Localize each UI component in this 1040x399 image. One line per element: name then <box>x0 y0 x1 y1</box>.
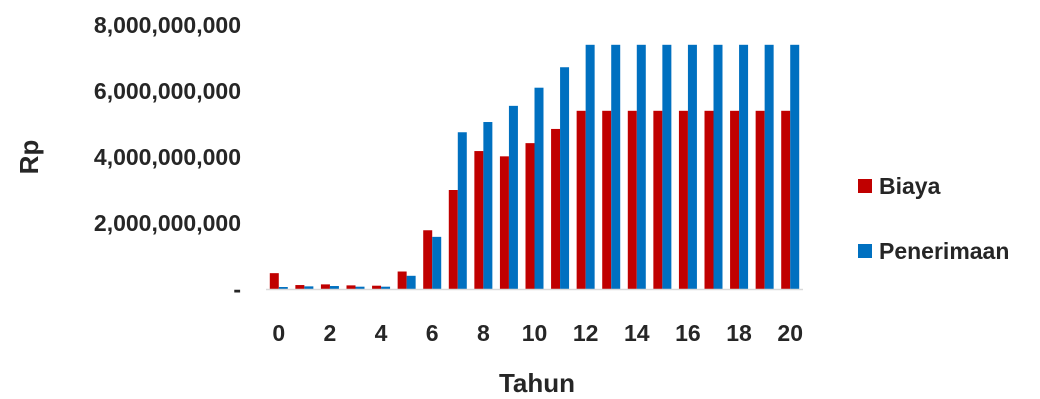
bar-penerimaan <box>355 286 365 289</box>
bar-biaya <box>346 285 356 289</box>
y-axis-title: Rp <box>14 140 44 175</box>
bar-biaya <box>423 230 433 289</box>
legend-swatch-penerimaan <box>858 244 872 258</box>
y-tick-label: - <box>233 276 241 302</box>
x-tick-label: 18 <box>726 320 752 346</box>
x-tick-label: 14 <box>624 320 650 346</box>
x-tick-label: 4 <box>375 320 388 346</box>
bar-biaya <box>397 271 407 289</box>
bar-penerimaan <box>304 286 314 289</box>
bar-biaya <box>602 110 612 289</box>
bar-biaya <box>627 110 637 289</box>
x-axis-ticks: 0 2 4 6 8 10 12 14 16 18 20 <box>272 320 803 346</box>
y-tick-label: 2,000,000,000 <box>94 210 241 236</box>
legend-label-biaya: Biaya <box>879 173 941 199</box>
bar-biaya <box>499 156 509 289</box>
x-tick-label: 2 <box>324 320 337 346</box>
x-tick-label: 12 <box>573 320 599 346</box>
bar-biaya <box>551 128 561 289</box>
bar-biaya <box>295 285 305 289</box>
bar-biaya <box>730 110 740 289</box>
legend: Biaya Penerimaan <box>858 173 1009 264</box>
bar-biaya <box>704 110 714 289</box>
bar-penerimaan <box>560 67 570 290</box>
x-axis-title: Tahun <box>499 368 575 398</box>
bar-penerimaan <box>662 44 672 289</box>
bar-biaya <box>525 143 535 289</box>
x-tick-label: 10 <box>522 320 548 346</box>
bar-biaya <box>781 110 791 289</box>
bar-biaya <box>372 285 382 289</box>
bar-biaya <box>448 190 458 289</box>
x-tick-label: 16 <box>675 320 701 346</box>
bar-penerimaan <box>739 44 749 289</box>
bar-biaya <box>576 110 586 289</box>
bar-penerimaan <box>381 286 391 289</box>
y-tick-label: 8,000,000,000 <box>94 12 241 38</box>
y-tick-label: 6,000,000,000 <box>94 78 241 104</box>
bar-penerimaan <box>636 44 646 289</box>
bar-penerimaan <box>329 286 339 289</box>
bars <box>269 44 800 290</box>
bar-penerimaan <box>611 44 621 289</box>
bar-biaya <box>320 284 330 289</box>
bar-penerimaan <box>278 287 288 289</box>
bar-biaya <box>269 273 279 289</box>
x-tick-label: 0 <box>272 320 285 346</box>
bar-penerimaan <box>406 275 416 289</box>
bar-penerimaan <box>585 44 595 289</box>
y-axis-ticks: - 2,000,000,000 4,000,000,000 6,000,000,000… <box>94 12 241 302</box>
bar-biaya <box>653 110 663 289</box>
legend-item-biaya: Biaya <box>858 173 941 199</box>
bar-penerimaan <box>432 236 442 289</box>
bar-penerimaan <box>483 122 493 290</box>
legend-label-penerimaan: Penerimaan <box>879 238 1009 264</box>
bar-penerimaan <box>508 105 518 289</box>
legend-item-penerimaan: Penerimaan <box>858 238 1009 264</box>
bar-biaya <box>678 110 688 289</box>
bar-penerimaan <box>764 44 774 289</box>
bar-penerimaan <box>687 44 697 289</box>
bar-biaya <box>474 151 484 289</box>
bar-penerimaan <box>713 44 723 289</box>
bar-penerimaan <box>534 87 544 289</box>
bar-penerimaan <box>790 44 800 289</box>
x-tick-label: 8 <box>477 320 490 346</box>
bar-penerimaan <box>457 132 467 289</box>
bar-biaya <box>755 110 765 289</box>
x-tick-label: 20 <box>777 320 803 346</box>
legend-swatch-biaya <box>858 179 872 193</box>
y-tick-label: 4,000,000,000 <box>94 144 241 170</box>
x-tick-label: 6 <box>426 320 439 346</box>
